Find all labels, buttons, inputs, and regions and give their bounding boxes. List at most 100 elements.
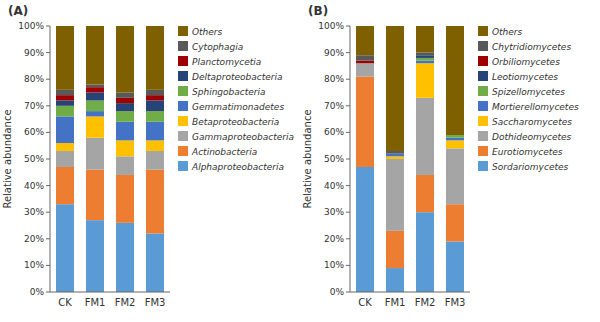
bar-segment	[386, 154, 404, 157]
y-tick	[346, 212, 350, 213]
bar-segment	[56, 90, 74, 95]
legend-entry: Leotiomycetes	[492, 72, 558, 82]
bar-segment	[116, 111, 134, 122]
y-tick	[346, 292, 350, 293]
legend-swatch	[478, 101, 488, 111]
legend-swatch	[478, 71, 488, 81]
bar-segment	[86, 26, 104, 85]
x-tick-label: CK	[58, 297, 72, 308]
x-tick-label: FM2	[415, 297, 436, 308]
legend-swatch	[178, 26, 188, 36]
legend-entry: Betaproteobacteria	[192, 117, 279, 127]
y-tick	[46, 238, 50, 239]
bar-segment	[386, 156, 404, 159]
bar-segment	[386, 151, 404, 154]
legend-swatch	[478, 161, 488, 171]
bar-segment	[356, 61, 374, 64]
legend-swatch	[178, 41, 188, 51]
bar-segment	[416, 26, 434, 53]
bar-segment	[356, 55, 374, 60]
bar-segment	[146, 140, 164, 151]
legend-entry: Sphingobacteria	[192, 87, 266, 97]
y-tick	[46, 159, 50, 160]
y-tick-label: 40%	[24, 181, 44, 191]
bar-segment	[386, 159, 404, 231]
y-tick	[46, 52, 50, 53]
y-tick-label: 10%	[324, 260, 344, 270]
bar-segment	[386, 268, 404, 292]
chart-panel: (B)Relative abundance0%10%20%30%40%50%60…	[302, 4, 579, 308]
bar-segment	[356, 77, 374, 167]
legend-entry: Others	[492, 27, 523, 37]
bar-segment	[446, 135, 464, 138]
y-tick-label: 90%	[24, 48, 44, 58]
legend-entry: Dothideomycetes	[492, 132, 572, 142]
bar-segment	[116, 122, 134, 141]
bar-segment	[86, 138, 104, 170]
bar-segment	[56, 204, 74, 292]
bar-segment	[56, 143, 74, 151]
bar-segment	[86, 87, 104, 92]
legend-entry: Deltaproteobacteria	[192, 72, 282, 82]
y-tick-label: 100%	[318, 21, 344, 31]
chart-title: (B)	[308, 4, 328, 18]
bar-segment	[56, 95, 74, 100]
bar-segment	[446, 138, 464, 141]
bar-segment	[56, 100, 74, 105]
legend-swatch	[478, 131, 488, 141]
y-tick	[346, 132, 350, 133]
legend-entry: Orbiliomycetes	[492, 57, 560, 67]
y-tick	[346, 238, 350, 239]
y-tick	[46, 26, 50, 27]
bar-segment	[356, 167, 374, 292]
bars	[356, 26, 464, 292]
legend-swatch	[478, 41, 488, 51]
y-tick-label: 70%	[24, 101, 44, 111]
bar-segment	[56, 26, 74, 90]
x-tick-label: FM3	[145, 297, 166, 308]
bars	[56, 26, 164, 292]
bar-segment	[146, 26, 164, 90]
legend-swatch	[478, 86, 488, 96]
bar-segment	[416, 98, 434, 175]
bar-segment	[146, 111, 164, 122]
bar-segment	[356, 26, 374, 55]
bar-segment	[146, 95, 164, 100]
bar-segment	[446, 26, 464, 135]
y-tick-label: 90%	[324, 48, 344, 58]
y-axis-label: Relative abundance	[2, 109, 13, 208]
x-tick-label: FM3	[445, 297, 466, 308]
bar-segment	[116, 98, 134, 103]
y-tick	[346, 265, 350, 266]
bar-segment	[86, 93, 104, 101]
bar-segment	[86, 111, 104, 116]
bar-segment	[446, 241, 464, 292]
y-tick	[46, 212, 50, 213]
legend-swatch	[478, 116, 488, 126]
legend: OthersChytridiomycetesOrbiliomycetesLeot…	[478, 26, 579, 172]
x-tick-label: CK	[358, 297, 372, 308]
bar-segment	[116, 223, 134, 292]
legend-entry: Spizellomycetes	[492, 87, 565, 97]
bar-segment	[56, 106, 74, 117]
y-tick	[346, 26, 350, 27]
legend-swatch	[178, 71, 188, 81]
chart-figure: (A)Relative abundance0%10%20%30%40%50%60…	[0, 0, 600, 322]
legend-entry: Mortierellomycetes	[492, 102, 579, 112]
y-tick	[346, 105, 350, 106]
legend-entry: Sordariomycetes	[492, 162, 568, 172]
y-tick	[346, 79, 350, 80]
y-tick	[346, 159, 350, 160]
bar-segment	[116, 93, 134, 98]
bar-segment	[446, 148, 464, 204]
legend-entry: Actinobacteria	[191, 147, 257, 157]
bar-segment	[86, 85, 104, 88]
bar-segment	[416, 212, 434, 292]
bar-segment	[416, 175, 434, 212]
legend-swatch	[178, 56, 188, 66]
y-tick-label: 60%	[24, 127, 44, 137]
bar-segment	[146, 233, 164, 292]
y-tick-label: 30%	[24, 207, 44, 217]
bar-segment	[86, 170, 104, 221]
legend-entry: Eurotiomycetes	[492, 147, 563, 157]
